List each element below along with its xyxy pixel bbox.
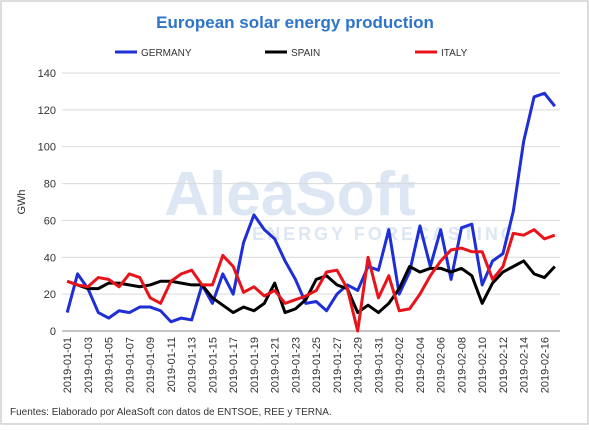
x-tick-label: 2019-01-01 [62, 337, 74, 393]
x-tick-label: 2019-02-14 [519, 337, 531, 393]
x-tick-label: 2019-01-05 [104, 337, 116, 393]
x-tick-label: 2019-02-10 [477, 337, 489, 393]
chart-title: European solar energy production [156, 13, 434, 32]
x-tick-label: 2019-02-04 [415, 337, 427, 393]
x-tick-label: 2019-02-06 [436, 337, 448, 393]
x-tick-label: 2019-02-16 [539, 337, 551, 393]
legend-label: SPAIN [291, 48, 320, 59]
x-tick-label: 2019-02-12 [498, 337, 510, 393]
y-tick-label: 20 [44, 289, 56, 301]
y-tick-label: 0 [50, 326, 56, 338]
x-tick-label: 2019-01-11 [166, 337, 178, 392]
x-tick-label: 2019-02-02 [394, 337, 406, 393]
x-tick-label: 2019-01-15 [207, 337, 219, 393]
x-tick-label: 2019-01-17 [228, 337, 240, 393]
series-line [65, 91, 556, 324]
legend-label: ITALY [441, 48, 468, 59]
x-tick-label: 2019-01-21 [270, 337, 282, 393]
x-tick-label: 2019-01-31 [373, 337, 385, 393]
source: Fuentes: Elaborado por AleaSoft con dato… [10, 407, 332, 418]
legend-label: GERMANY [141, 48, 192, 59]
x-tick-label: 2019-01-03 [83, 337, 95, 393]
x-tick-label: 2019-01-09 [145, 337, 157, 393]
x-tick-label: 2019-01-23 [290, 337, 302, 393]
x-tick-label: 2019-01-07 [124, 337, 136, 393]
x-tick-label: 2019-01-13 [187, 337, 199, 393]
x-tick-label: 2019-01-29 [353, 337, 365, 393]
x-tick-label: 2019-01-25 [311, 337, 323, 393]
y-tick-label: 40 [44, 252, 56, 264]
x-tick-label: 2019-01-27 [332, 337, 344, 393]
x-tick-label: 2019-01-19 [249, 337, 261, 393]
y-tick-label: 140 [38, 68, 56, 80]
series-line [66, 259, 556, 315]
watermark: AleaSoft [164, 160, 415, 229]
watermark-subtitle: ENERGY FORECASTING [252, 224, 518, 244]
y-tick-label: 120 [38, 105, 56, 117]
y-axis-label: GWh [16, 189, 28, 214]
x-tick-label: 2019-02-08 [456, 337, 468, 393]
y-tick-label: 100 [38, 142, 56, 154]
y-tick-label: 60 [44, 215, 56, 227]
series-line [66, 228, 556, 333]
y-tick-label: 80 [44, 179, 56, 191]
